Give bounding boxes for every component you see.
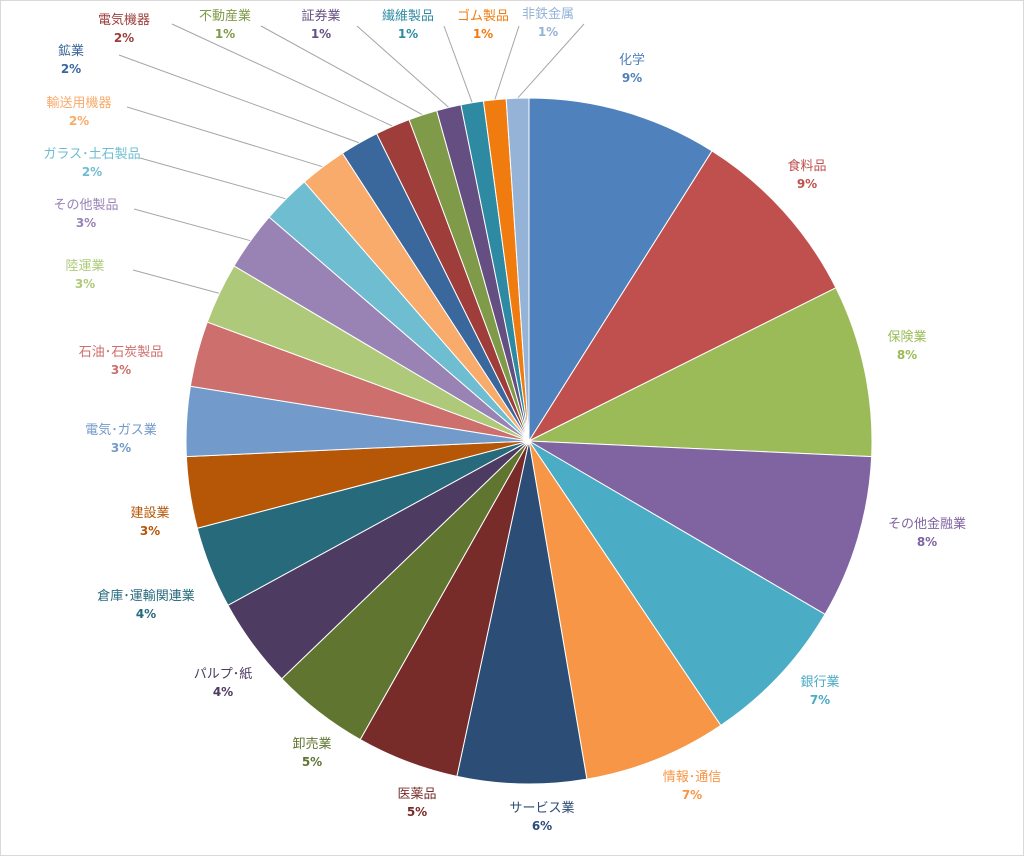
slice-percent-label: 3% (111, 363, 131, 377)
slice-category-label: その他金融業 (888, 516, 966, 532)
slice-percent-label: 4% (213, 685, 233, 699)
slice-category-label: パルプ･紙 (194, 667, 253, 682)
slice-category-label: ガラス･土石製品 (43, 147, 140, 162)
slice-percent-label: 1% (215, 27, 235, 41)
leader-line (356, 25, 450, 108)
slice-percent-label: 3% (140, 524, 160, 538)
leader-line (126, 106, 324, 168)
slice-category-label: 輸送用機器 (46, 96, 111, 111)
pie-slice (528, 440, 722, 780)
slice-percent-label: 5% (302, 755, 322, 769)
slice-percent-label: 4% (136, 607, 156, 621)
pie-slice (527, 287, 873, 458)
slice-category-label: 繊維製品 (382, 8, 434, 24)
slice-category-label: 保険業 (887, 329, 926, 345)
slice-category-label: 石油･石炭製品 (79, 345, 164, 360)
pie-slice (527, 150, 837, 443)
leader-line (260, 25, 424, 116)
leader-line (171, 23, 393, 127)
slice-percent-label: 9% (622, 71, 642, 85)
slice-category-label: 銀行業 (800, 674, 839, 690)
slice-category-label: 建設業 (130, 505, 169, 521)
pie-slice (456, 440, 588, 785)
slice-category-label: 医薬品 (397, 787, 436, 802)
slice-percent-label: 1% (473, 27, 493, 41)
slice-category-label: その他製品 (53, 198, 118, 213)
slice-percent-label: 1% (311, 27, 331, 41)
slice-percent-label: 5% (407, 805, 427, 819)
slice-percent-label: 7% (682, 788, 702, 802)
slice-percent-label: 2% (69, 114, 89, 128)
slice-percent-label: 9% (797, 177, 817, 191)
slice-percent-label: 8% (897, 348, 917, 362)
slice-category-label: 情報･通信 (663, 770, 722, 785)
leader-line (517, 23, 585, 99)
slice-percent-label: 3% (76, 216, 96, 230)
slice-percent-label: 2% (61, 62, 81, 76)
slice-category-label: 電気･ガス業 (85, 422, 157, 438)
slice-category-label: 食料品 (787, 158, 826, 174)
slice-percent-label: 3% (111, 441, 131, 455)
slice-category-label: 倉庫･運輸関連業 (97, 588, 195, 604)
pie-slice (528, 440, 826, 727)
slice-category-label: 非鉄金属 (522, 6, 574, 22)
slice-category-label: サービス業 (509, 800, 574, 816)
slice-percent-label: 8% (917, 535, 937, 549)
slice-category-label: ゴム製品 (457, 8, 509, 24)
slice-percent-label: 1% (398, 27, 418, 41)
leader-line (118, 54, 360, 144)
leader-lines (118, 23, 585, 294)
slice-category-label: 電気機器 (98, 12, 150, 28)
leader-line (133, 208, 251, 242)
slice-percent-label: 3% (75, 277, 95, 291)
slice-category-label: 陸運業 (65, 258, 104, 274)
slice-percent-label: 2% (114, 31, 134, 45)
pie-slice (505, 97, 530, 442)
slice-labels: 化学 9% 食料品 9% 保険業 8% その他金融業 8% 銀行業 7% 情報･通信 7% サービス業 6… (43, 6, 966, 833)
leader-line (443, 25, 473, 103)
leader-line (132, 269, 220, 294)
slice-category-label: 不動産業 (199, 8, 251, 24)
slice-category-label: 化学 (619, 52, 645, 68)
slice-percent-label: 2% (82, 165, 102, 179)
leader-line (494, 25, 520, 100)
slice-category-label: 証券業 (301, 8, 340, 24)
pie-slices (185, 97, 873, 785)
pie-slice (528, 440, 873, 615)
slice-percent-label: 1% (538, 25, 558, 39)
leader-line (139, 157, 287, 200)
slice-category-label: 鉱業 (58, 43, 84, 59)
pie-slice (528, 97, 713, 443)
slice-percent-label: 7% (810, 693, 830, 707)
slice-category-label: 卸売業 (292, 736, 331, 752)
slice-percent-label: 6% (532, 819, 552, 833)
